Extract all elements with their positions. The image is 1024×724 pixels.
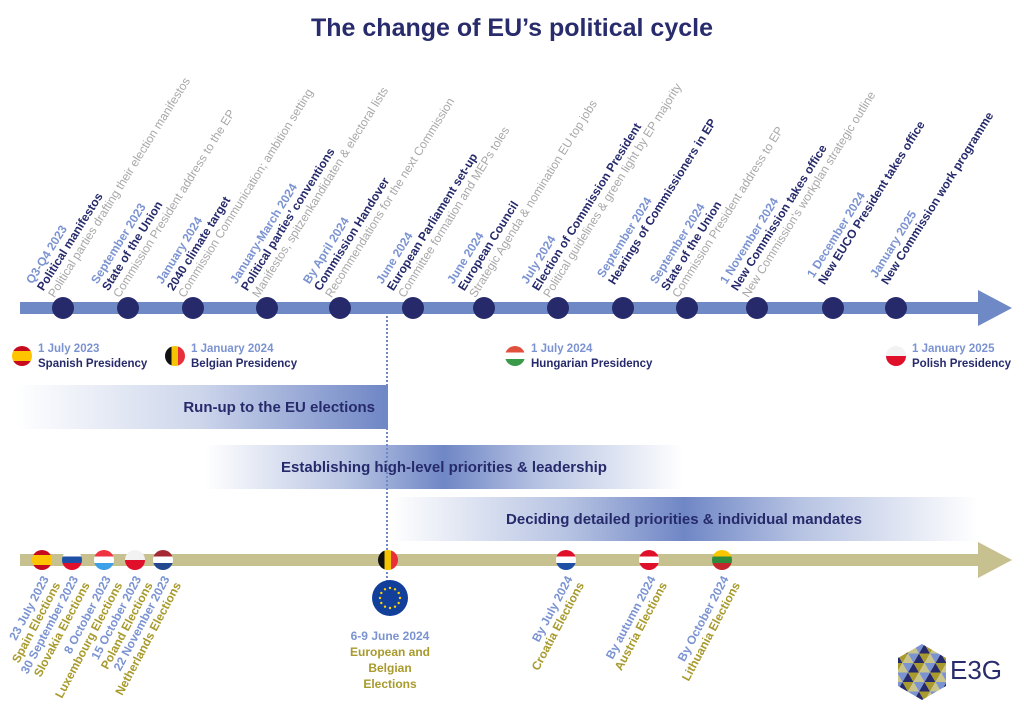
- presidency-name: Belgian Presidency: [191, 358, 298, 370]
- eu-elections-line1: European and: [349, 645, 430, 659]
- slovakia-flag-icon: [62, 550, 82, 570]
- presidency-name: Hungarian Presidency: [531, 358, 653, 370]
- phase-label: Deciding detailed priorities & individua…: [506, 510, 862, 528]
- hungary-flag-icon: [505, 346, 525, 366]
- poland-flag-icon: [886, 346, 906, 366]
- phase-band-runup: Run-up to the EU elections: [15, 385, 388, 429]
- phase-label: Run-up to the EU elections: [183, 398, 375, 416]
- election-label: By autumn 2024 Austria Elections: [601, 574, 670, 673]
- presidency-label: 1 July 2024 Hungarian Presidency: [531, 342, 652, 372]
- austria-flag-icon: [639, 550, 659, 570]
- timeline-milestone-dot: [117, 297, 139, 319]
- luxembourg-flag-icon: [94, 550, 114, 570]
- timeline-milestone-dot: [256, 297, 278, 319]
- netherlands-flag-icon: [153, 550, 173, 570]
- phase-label: Establishing high-level priorities & lea…: [281, 458, 607, 476]
- page-title: The change of EU’s political cycle: [311, 14, 713, 42]
- lithuania-flag-icon: [712, 550, 732, 570]
- elections-timeline: [20, 554, 980, 566]
- timeline-milestone-dot: [182, 297, 204, 319]
- timeline-milestone-dot: [329, 297, 351, 319]
- e3g-logo-text: E3G: [950, 655, 1003, 685]
- presidency-date: 1 January 2025: [912, 343, 995, 355]
- eu-elections-date: 6-9 June 2024: [350, 629, 430, 643]
- presidency-label: 1 January 2025 Polish Presidency: [912, 342, 1011, 372]
- timeline-milestone-dot: [402, 297, 424, 319]
- presidency-date: 1 July 2023: [38, 343, 100, 355]
- timeline-milestone-dot: [52, 297, 74, 319]
- timeline-milestone-dot: [547, 297, 569, 319]
- spain-flag-icon: [32, 550, 52, 570]
- presidency-name: Polish Presidency: [912, 358, 1012, 370]
- election-label: By October 2024 Lithuania Elections: [668, 574, 743, 684]
- elections-arrowhead: [978, 542, 1012, 578]
- poland-flag-icon: [125, 550, 145, 570]
- e3g-logo-icon: [897, 644, 947, 705]
- phase-band-priorities: Establishing high-level priorities & lea…: [205, 445, 683, 489]
- phase-band-mandates: Deciding detailed priorities & individua…: [390, 497, 978, 541]
- presidency-label: 1 July 2023 Spanish Presidency: [38, 342, 147, 372]
- timeline-milestone-dot: [473, 297, 495, 319]
- presidency-label: 1 January 2024 Belgian Presidency: [191, 342, 297, 372]
- presidency-date: 1 July 2024: [531, 343, 593, 355]
- timeline-event-label: January 2025 New Commission work programm…: [867, 103, 996, 287]
- belgium-flag-icon: [165, 346, 185, 366]
- spain-flag-icon: [12, 346, 32, 366]
- eu-elections-line3: Elections: [363, 677, 417, 691]
- presidency-date: 1 January 2024: [191, 343, 274, 355]
- timeline-milestone-dot: [676, 297, 698, 319]
- timeline-milestone-dot: [746, 297, 768, 319]
- croatia-flag-icon: [556, 550, 576, 570]
- timeline-arrowhead: [978, 290, 1012, 326]
- timeline-milestone-dot: [822, 297, 844, 319]
- eu-flag-icon: [372, 580, 408, 616]
- election-label: By July 2024 Croatia Elections: [518, 574, 587, 673]
- timeline-milestone-dot: [885, 297, 907, 319]
- timeline-milestone-dot: [612, 297, 634, 319]
- eu-elections-line2: Belgian: [368, 661, 412, 675]
- belgium-flag-icon: [378, 550, 398, 570]
- presidency-name: Spanish Presidency: [38, 358, 148, 370]
- eu-elections-label: 6-9 June 2024 European and Belgian Elect…: [330, 628, 450, 692]
